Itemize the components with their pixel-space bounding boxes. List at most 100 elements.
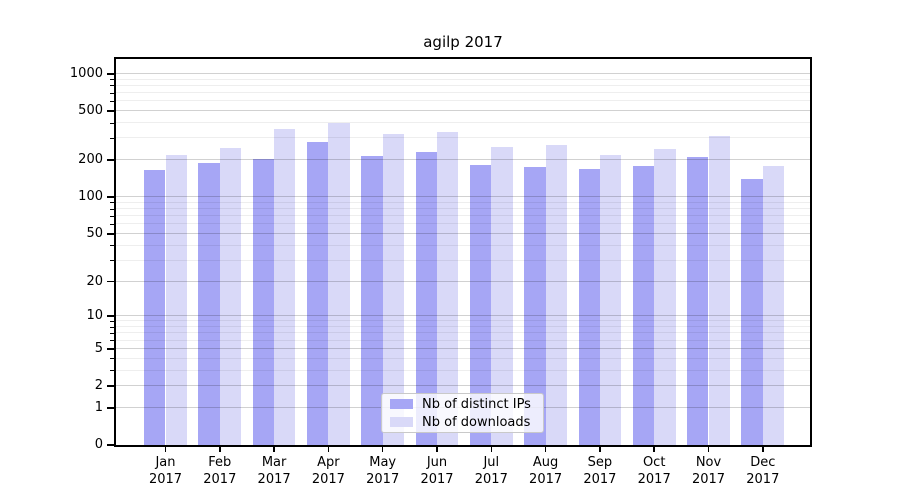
y-tick-mark-20 [107,280,114,283]
y-minor-tick-mark-9 [110,320,114,322]
y-tick-label-2: 2 [94,378,103,393]
bar-nov-distinct-ips [687,157,709,445]
y-minor-tick-mark-7 [110,332,114,334]
legend: Nb of distinct IPs Nb of downloads [381,393,544,433]
bar-oct-distinct-ips [632,166,655,445]
x-tick-label-year: 2017 [529,472,563,487]
x-tick-label-dec: Dec 2017 [728,454,798,488]
legend-row-downloads: Nb of downloads [390,415,535,430]
x-tick-label-year: 2017 [420,472,454,487]
x-tick-label-month: Nov [695,455,722,470]
gridline-minor-900 [116,78,810,80]
y-tick-label-1000: 1000 [69,65,103,81]
x-tick-label-year: 2017 [474,472,508,487]
bar-sep-distinct-ips [578,168,600,445]
x-tick-label-year: 2017 [366,472,400,487]
x-tick-mark-oct [653,447,655,452]
bar-feb-downloads [219,147,242,445]
x-tick-mark-mar [273,447,275,452]
gridline-minor-800 [116,84,810,86]
x-tick-label-jul: Jul 2017 [456,454,526,488]
y-minor-tick-mark-800 [110,85,114,87]
bar-mar-distinct-ips [252,158,275,445]
y-minor-tick-mark-60 [110,223,114,225]
gridline-minor-600 [116,100,810,102]
x-tick-label-aug: Aug 2017 [511,454,581,488]
bar-apr-downloads [328,123,350,445]
y-tick-label-50: 50 [86,225,103,241]
y-tick-mark-2 [107,385,114,387]
y-tick-label-500: 500 [78,103,103,119]
y-minor-tick-mark-600 [110,100,114,102]
bar-jan-downloads [165,155,187,445]
y-minor-tick-mark-400 [110,122,114,124]
x-tick-label-month: Jan [155,455,176,470]
x-tick-label-month: Oct [642,455,666,470]
y-minor-tick-mark-6 [110,340,114,341]
y-minor-tick-mark-300 [110,137,114,139]
x-tick-label-jan: Jan 2017 [131,454,201,488]
y-tick-mark-100 [107,196,114,198]
bar-may-distinct-ips [361,155,383,445]
x-tick-label-feb: Feb 2017 [185,454,255,488]
bar-jan-distinct-ips [144,170,166,445]
x-tick-mark-aug [544,447,547,452]
x-tick-label-sep: Sep 2017 [565,454,635,488]
y-tick-label-0: 0 [94,437,103,452]
bar-aug-downloads [545,145,567,445]
x-tick-mark-jul [490,447,493,452]
gridline-minor-300 [116,137,810,139]
y-minor-tick-mark-3 [110,370,114,371]
bar-dec-downloads [762,166,785,445]
legend-row-distinct-ips: Nb of distinct IPs [390,397,535,412]
x-tick-label-month: Jun [426,455,448,470]
x-tick-mark-nov [707,447,710,452]
legend-label-downloads: Nb of downloads [422,414,531,430]
x-tick-label-month: Feb [208,455,232,470]
y-minor-tick-mark-4 [110,358,114,359]
x-tick-label-may: May 2017 [348,454,418,488]
bar-aug-distinct-ips [524,167,546,445]
y-tick-mark-10 [107,315,114,317]
x-tick-label-nov: Nov 2017 [674,454,744,488]
bar-nov-downloads [708,136,730,445]
y-tick-label-5: 5 [94,340,103,356]
bar-apr-distinct-ips [307,141,329,445]
y-minor-tick-mark-90 [110,202,114,204]
x-tick-mark-apr [327,447,330,452]
x-tick-label-year: 2017 [691,472,726,487]
y-tick-label-100: 100 [78,189,103,205]
gridline-major-500 [116,110,810,112]
bar-jun-distinct-ips [415,152,437,445]
y-tick-label-10: 10 [86,308,103,324]
x-tick-label-year: 2017 [746,472,780,487]
y-tick-mark-5 [107,348,114,350]
y-tick-mark-0 [107,444,114,446]
y-minor-tick-mark-700 [110,92,114,94]
legend-swatch-downloads [390,417,413,427]
y-tick-mark-500 [107,110,114,112]
bar-dec-distinct-ips [741,179,763,445]
x-tick-label-oct: Oct 2017 [619,454,689,488]
y-tick-mark-1000 [107,73,114,75]
y-tick-label-1: 1 [94,399,103,415]
bar-jun-downloads [437,131,459,445]
bar-mar-downloads [274,129,296,445]
x-tick-label-month: Sep [587,455,613,470]
x-tick-label-year: 2017 [583,472,617,487]
y-minor-tick-mark-80 [110,208,114,210]
x-tick-label-month: Jul [483,455,500,470]
x-tick-mark-jun [436,447,438,452]
y-tick-mark-200 [107,159,114,161]
x-tick-label-month: Mar [261,455,287,470]
x-tick-label-year: 2017 [311,472,345,487]
y-minor-tick-mark-900 [110,79,114,81]
gridline-minor-700 [116,92,810,93]
x-tick-mark-may [381,447,384,452]
bar-sep-downloads [599,155,622,445]
legend-label-distinct-ips: Nb of distinct IPs [422,396,531,412]
gridline-major-1000 [116,72,810,74]
y-tick-label-200: 200 [78,152,103,168]
y-minor-tick-mark-40 [110,245,114,246]
x-tick-mark-jan [164,447,167,452]
